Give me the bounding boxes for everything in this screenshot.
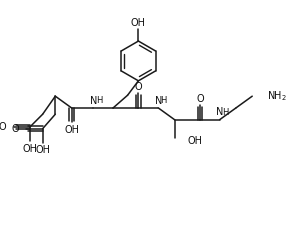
Text: H: H — [222, 108, 228, 117]
Text: O: O — [11, 124, 19, 134]
Text: O: O — [135, 82, 142, 92]
Text: OH: OH — [131, 18, 146, 28]
Text: OH: OH — [64, 125, 79, 135]
Text: H: H — [160, 96, 167, 105]
Text: N: N — [90, 96, 97, 106]
Text: O: O — [196, 94, 204, 104]
Text: O: O — [0, 122, 7, 132]
Text: N: N — [216, 107, 223, 117]
Text: OH: OH — [187, 136, 202, 146]
Text: OH: OH — [23, 144, 37, 154]
Text: OH: OH — [35, 145, 50, 155]
Text: H: H — [96, 96, 103, 105]
Text: NH$_2$: NH$_2$ — [267, 89, 286, 103]
Text: N: N — [155, 96, 162, 106]
